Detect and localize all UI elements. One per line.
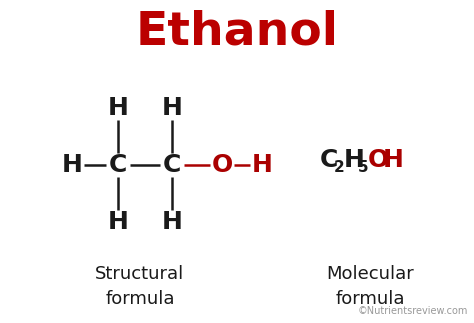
Text: H: H <box>108 96 128 120</box>
Text: H: H <box>383 148 404 172</box>
Text: H: H <box>344 148 365 172</box>
Text: H: H <box>162 96 182 120</box>
Text: ©Nutrientsreview.com: ©Nutrientsreview.com <box>357 306 468 316</box>
Text: O: O <box>368 148 389 172</box>
Text: Structural
formula: Structural formula <box>95 265 185 308</box>
Text: 5: 5 <box>358 161 369 175</box>
Text: C: C <box>320 148 338 172</box>
Text: H: H <box>252 153 273 177</box>
Text: H: H <box>162 210 182 234</box>
Text: O: O <box>211 153 233 177</box>
Text: Molecular
formula: Molecular formula <box>326 265 414 308</box>
Text: C: C <box>109 153 127 177</box>
Text: C: C <box>163 153 181 177</box>
Text: H: H <box>62 153 82 177</box>
Text: H: H <box>108 210 128 234</box>
Text: Ethanol: Ethanol <box>136 9 338 55</box>
Text: 2: 2 <box>334 161 345 175</box>
